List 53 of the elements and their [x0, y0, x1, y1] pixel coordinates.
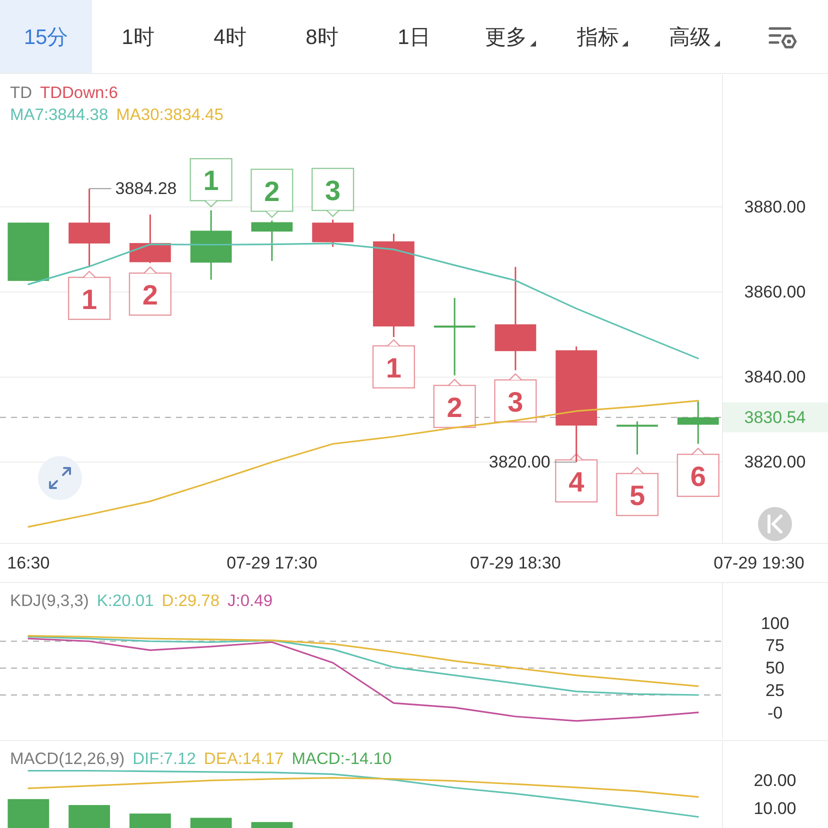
legend-title: TD	[10, 84, 32, 102]
y-tick-label: 25	[766, 681, 784, 700]
line-series	[28, 242, 699, 360]
legend-title: MACD(12,26,9)	[10, 750, 125, 768]
text: 更多	[485, 26, 527, 49]
annotation: 1	[82, 284, 98, 315]
legend-title: KDJ(9,3,3)	[10, 592, 89, 610]
y-tick-label: -0	[767, 703, 783, 722]
annotation: 3820.00	[488, 452, 550, 472]
y-tick-label: 100	[760, 614, 790, 633]
y-tick-label: 10.00	[754, 799, 796, 818]
text: 4时	[214, 26, 246, 49]
line-series	[28, 777, 699, 798]
text: MACD:-14.10	[292, 750, 392, 768]
series-label: D:29.78	[162, 592, 220, 610]
series-label: K:20.01	[96, 592, 154, 610]
y-tick-label: 75	[766, 636, 784, 656]
y-tick-label: 3880.00	[744, 197, 806, 216]
annotation: 3	[325, 174, 341, 206]
x-tick-label: 07-29 17:30	[226, 554, 318, 572]
text: 指标	[576, 26, 619, 49]
x-tick-label: 07-29 19:30	[714, 554, 804, 572]
annotation: 3884.28	[115, 179, 177, 198]
text: 1时	[122, 26, 154, 49]
series-label: DIF:7.12	[132, 750, 196, 768]
line-series	[28, 638, 699, 722]
text: MA7:3844.38	[10, 106, 108, 124]
series-label: J:0.49	[228, 592, 272, 610]
annotation: 3	[508, 386, 524, 418]
text: 8时	[306, 26, 338, 49]
annotation: 1	[386, 352, 402, 384]
y-tick-label: 50	[766, 658, 784, 678]
y-tick-label: 3840.00	[744, 368, 806, 387]
annotation: 5	[629, 480, 646, 511]
text: 1日	[398, 26, 430, 49]
annotation: 4	[568, 466, 585, 498]
text: 高级	[669, 26, 711, 49]
x-tick-label: 07-29 18:30	[470, 554, 561, 572]
annotation: 2	[264, 176, 280, 207]
text: MA30:3834.45	[116, 106, 224, 124]
y-tick-label: 3860.00	[744, 282, 806, 302]
x-tick-label: 16:30	[7, 554, 50, 572]
ref-line-label: 3830.54	[744, 408, 806, 427]
y-tick-label: 20.00	[754, 770, 796, 790]
y-tick-label: 3820.00	[744, 452, 806, 472]
text: 15分	[24, 26, 68, 49]
annotation: 1	[203, 165, 219, 196]
series-label: DEA:14.17	[204, 750, 284, 768]
text: TDDown:6	[40, 84, 118, 102]
annotation: 6	[690, 460, 706, 492]
line-series	[28, 770, 699, 818]
annotation: 2	[446, 392, 462, 423]
annotation: 2	[142, 280, 158, 311]
